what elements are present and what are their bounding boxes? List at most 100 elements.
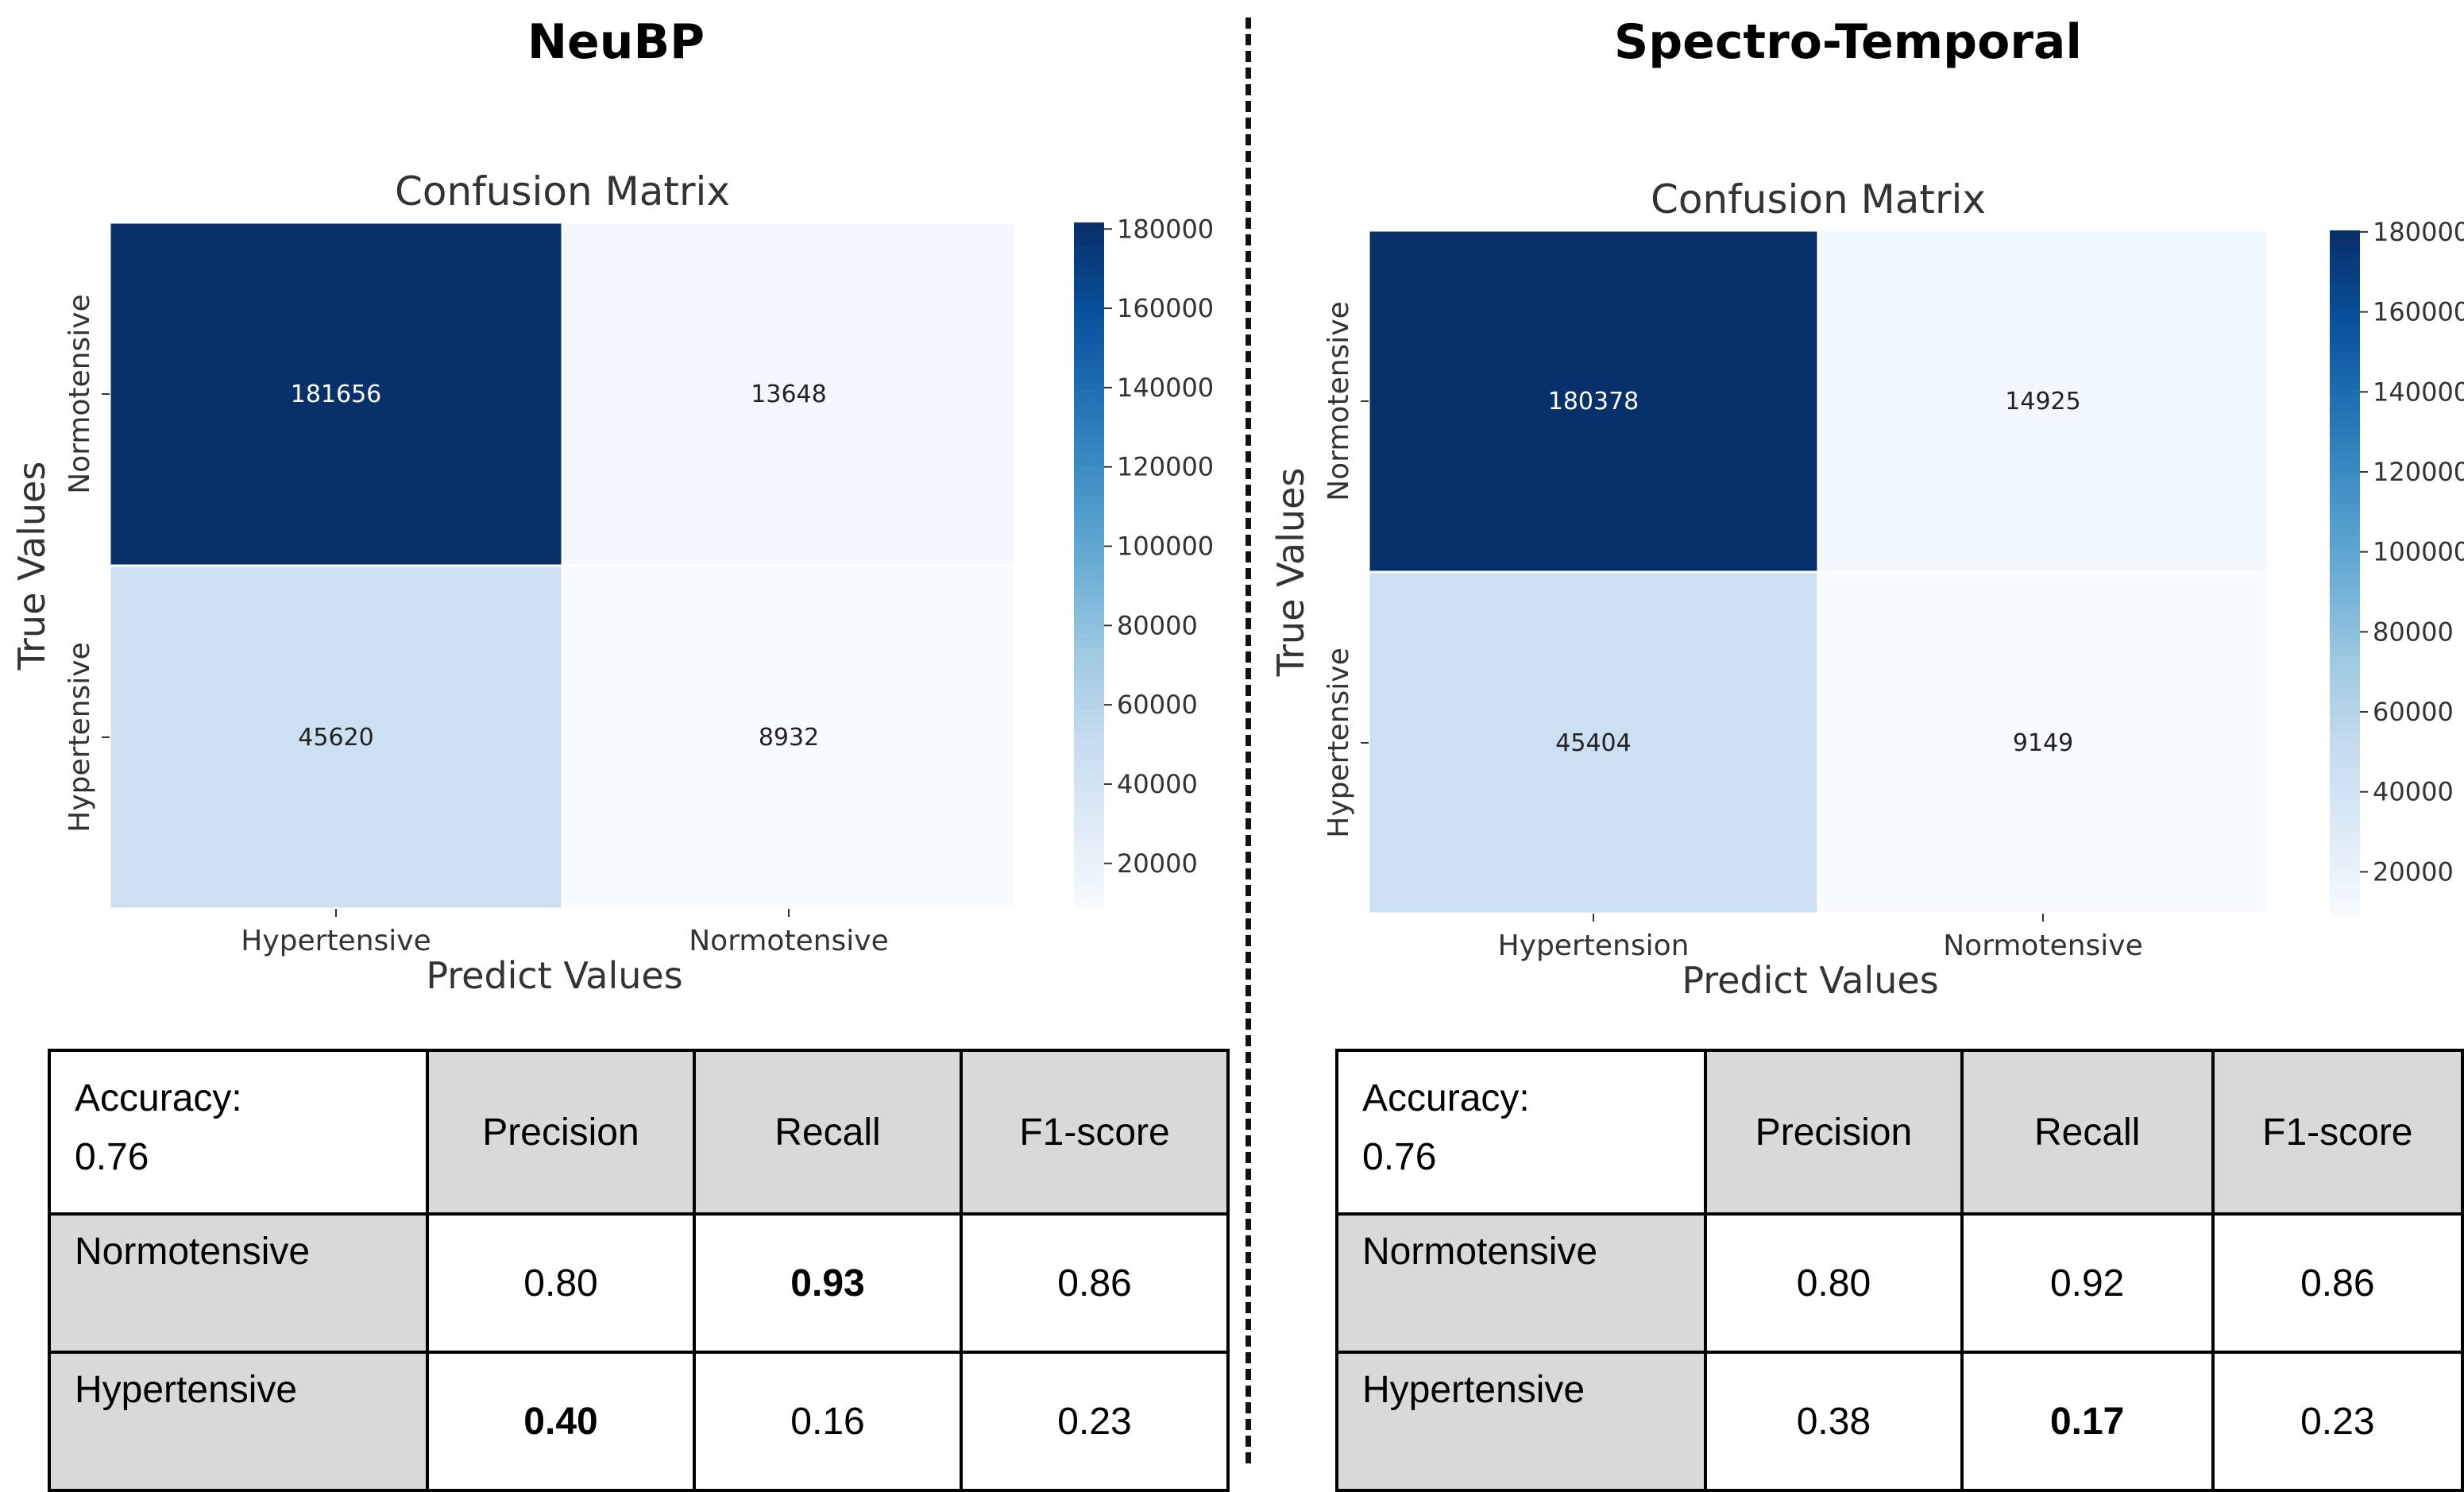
colorbar-band — [2330, 846, 2360, 856]
colorbar-band — [2330, 367, 2360, 376]
cell-value-label: 13648 — [751, 381, 826, 408]
colorbar-band — [2330, 831, 2360, 841]
colorbar-band — [1074, 884, 1104, 893]
chart-title: Confusion Matrix — [395, 168, 730, 215]
colorbar-band — [2330, 740, 2360, 749]
colorbar-band — [1074, 587, 1104, 597]
recall-value: 0.93 — [693, 1212, 963, 1354]
colorbar-band — [1074, 336, 1104, 346]
colorbar-band — [1074, 412, 1104, 422]
cell-value-label: 14925 — [2005, 388, 2080, 416]
colorbar-band — [2330, 329, 2360, 338]
colorbar-band — [2330, 412, 2360, 422]
colorbar-tick-label: 180000 — [1117, 214, 1214, 244]
colorbar-tick-label: 140000 — [1117, 373, 1214, 403]
colorbar-band — [2330, 671, 2360, 681]
colorbar-band — [1074, 861, 1104, 871]
colorbar-band — [2330, 573, 2360, 582]
x-tick-label: Normotensive — [689, 925, 889, 957]
colorbar-band — [2330, 748, 2360, 756]
table-row: Normotensive 0.80 0.93 0.86 — [48, 1212, 1230, 1354]
colorbar-band — [1074, 351, 1104, 361]
colorbar-band — [2330, 907, 2360, 916]
chart-title: Confusion Matrix — [1651, 176, 1986, 222]
colorbar-band — [2330, 641, 2360, 650]
accuracy-label: Accuracy: — [75, 1077, 242, 1119]
colorbar-band — [2330, 466, 2360, 475]
colorbar-band — [1074, 686, 1104, 695]
colorbar-band — [1074, 276, 1104, 284]
colorbar-band — [1074, 245, 1104, 254]
colorbar-band — [1074, 321, 1104, 330]
colorbar-band — [2330, 725, 2360, 734]
accuracy-value: 0.76 — [75, 1136, 149, 1179]
colorbar-band — [2330, 557, 2360, 566]
colorbar-band — [1074, 291, 1104, 300]
y-tick-label: Hypertensive — [64, 642, 96, 832]
colorbar-band — [2330, 717, 2360, 726]
colorbar-band — [2330, 337, 2360, 346]
f1-score-value: 0.23 — [2211, 1351, 2464, 1492]
colorbar-band — [2330, 656, 2360, 665]
colorbar-band — [2330, 648, 2360, 658]
y-axis-label: True Values — [10, 462, 53, 671]
colorbar-band — [2330, 344, 2360, 354]
colorbar-band — [2330, 314, 2360, 323]
colorbar-band — [2330, 535, 2360, 543]
colorbar-band — [2330, 686, 2360, 696]
f1-score-value: 0.86 — [960, 1212, 1230, 1354]
colorbar-tick-label: 40000 — [1117, 769, 1198, 799]
colorbar-band — [2330, 374, 2360, 384]
y-tick-label: Hypertensive — [1323, 647, 1355, 837]
recall-value: 0.92 — [1960, 1212, 2215, 1354]
colorbar-band — [1074, 511, 1104, 520]
colorbar-band — [1074, 702, 1104, 710]
colorbar-band — [2330, 755, 2360, 764]
colorbar-band — [1074, 443, 1104, 452]
colorbar-tick-label: 60000 — [2373, 697, 2454, 727]
colorbar-band — [2330, 382, 2360, 392]
recall-value: 0.16 — [693, 1351, 963, 1492]
colorbar-band — [1074, 717, 1104, 726]
colorbar-band — [1074, 473, 1104, 482]
colorbar-band — [2330, 489, 2360, 498]
colorbar-tick-label: 120000 — [2373, 457, 2464, 487]
precision-value: 0.38 — [1704, 1351, 1964, 1492]
colorbar-band — [2330, 633, 2360, 643]
row-label: Hypertensive — [48, 1351, 429, 1492]
colorbar-band — [2330, 390, 2360, 399]
colorbar-band — [2330, 595, 2360, 605]
colorbar-band — [1074, 610, 1104, 620]
header-f1-score: F1-score — [2211, 1049, 2464, 1216]
colorbar-band — [2330, 497, 2360, 505]
colorbar-band — [1074, 763, 1104, 771]
y-tick-label: Normotensive — [64, 294, 96, 494]
header-recall: Recall — [693, 1049, 963, 1216]
precision-value: 0.80 — [426, 1212, 696, 1354]
heatmap-cell — [108, 221, 564, 567]
colorbar-band — [2330, 861, 2360, 871]
colorbar-tick-label: 40000 — [2373, 777, 2454, 807]
metrics-table: Accuracy: 0.76 Precision Recall F1-score … — [48, 1049, 1230, 1492]
colorbar-band — [2330, 694, 2360, 703]
table-row: Hypertensive 0.38 0.17 0.23 — [1334, 1351, 2464, 1492]
panel-title: NeuBP — [527, 14, 705, 70]
colorbar-band — [1074, 268, 1104, 277]
colorbar-band — [1074, 420, 1104, 429]
colorbar-band — [1074, 382, 1104, 391]
heatmap-cell — [108, 564, 564, 910]
colorbar-band — [1074, 481, 1104, 490]
colorbar-tick-label: 20000 — [1117, 848, 1198, 879]
panel-neubp: NeuBP Confusion Matrix 181656 13648 45620 89… — [0, 0, 1232, 1492]
colorbar-band — [2330, 839, 2360, 848]
colorbar-band — [1074, 572, 1104, 582]
colorbar-band — [2330, 504, 2360, 513]
colorbar-band — [1074, 534, 1104, 543]
colorbar-band — [1074, 222, 1104, 231]
colorbar-band — [1074, 527, 1104, 535]
colorbar-band — [1074, 450, 1104, 459]
colorbar-band — [2330, 268, 2360, 277]
colorbar-band — [1074, 778, 1104, 787]
colorbar-band — [1074, 732, 1104, 741]
colorbar-band — [2330, 253, 2360, 262]
